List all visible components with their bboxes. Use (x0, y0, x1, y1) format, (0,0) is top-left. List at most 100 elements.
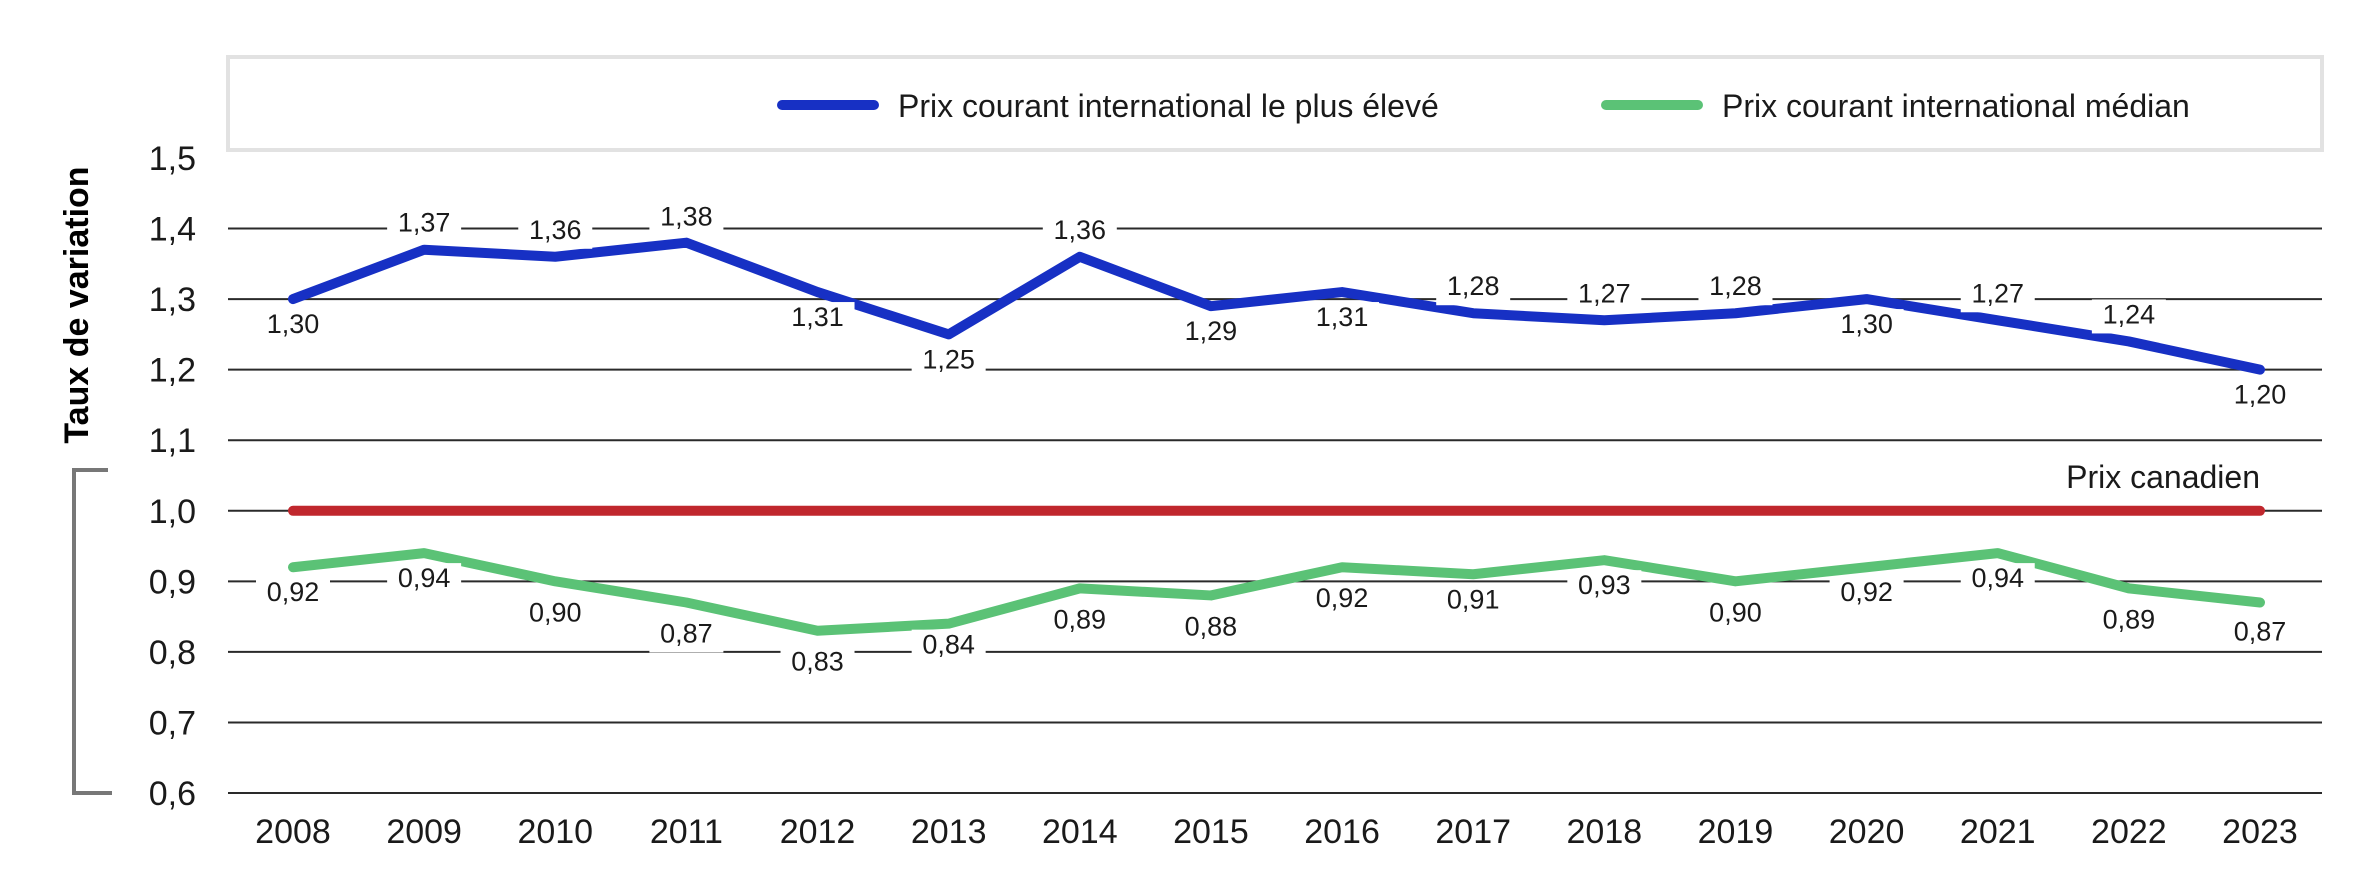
data-label: 1,38 (660, 202, 713, 232)
data-label-bg (2091, 299, 2166, 334)
data-label-bg (256, 577, 330, 612)
y-tick-label: 0,9 (149, 563, 196, 601)
data-label: 0,83 (791, 647, 844, 677)
data-label-bg (1173, 316, 1248, 351)
x-tick-label: 2012 (780, 813, 856, 851)
data-label-bg (1698, 597, 1773, 632)
y-axis: Taux de variation (58, 166, 112, 795)
x-tick-label: 2008 (255, 813, 331, 851)
reference-line: Prix canadien (288, 459, 2265, 516)
data-label-bg (2091, 604, 2166, 639)
data-label: 0,94 (398, 563, 451, 593)
y-tick-label: 1,5 (149, 140, 196, 178)
data-label: 1,30 (267, 309, 320, 339)
y-tick-label: 1,0 (149, 493, 196, 531)
data-label: 0,84 (922, 630, 975, 660)
legend-label-highest: Prix courant international le plus élevé (898, 88, 1439, 124)
data-label-bg (2223, 616, 2297, 651)
data-label: 1,29 (1185, 316, 1238, 346)
data-label-bg (1567, 278, 1642, 313)
data-label: 1,30 (1840, 309, 1893, 339)
x-tick-label: 2011 (650, 813, 723, 851)
data-label-bg (387, 563, 462, 598)
data-label-bg (1042, 604, 1117, 639)
data-label: 0,92 (267, 577, 320, 607)
x-tick-label: 2015 (1173, 813, 1249, 851)
x-tick-label: 2013 (911, 813, 987, 851)
y-tick-labels: 0,6 0,7 0,8 0,9 1,0 1,1 1,2 1,3 1,4 1,5 (149, 140, 196, 813)
x-tick-label: 2019 (1698, 813, 1774, 851)
data-label-bg (911, 344, 986, 379)
y-tick-label: 0,8 (149, 634, 196, 672)
data-label: 0,90 (1709, 597, 1762, 627)
data-label-bg (1436, 271, 1511, 306)
y-axis-label: Taux de variation (58, 166, 96, 443)
data-label-bg (1567, 570, 1642, 605)
data-label: 0,89 (2103, 604, 2156, 634)
data-label: 1,20 (2234, 380, 2287, 410)
data-label-bg (1436, 584, 1511, 619)
data-label-bg (1042, 214, 1117, 249)
data-label: 1,36 (1054, 215, 1107, 245)
data-label-bg (1829, 309, 1904, 344)
y-tick-label: 1,1 (149, 422, 196, 460)
x-tick-label: 2017 (1435, 813, 1511, 851)
y-tick-label: 1,4 (149, 211, 196, 249)
data-label: 0,87 (2234, 617, 2287, 647)
data-label-bg (1960, 563, 2035, 598)
data-labels: 1,30 1,37 1,36 1,38 1,31 1,25 1,36 1,29 1,31 1,28… (256, 201, 2297, 681)
data-label: 1,27 (1578, 278, 1631, 308)
x-tick-label: 2009 (386, 813, 462, 851)
data-label: 0,88 (1185, 611, 1238, 641)
data-label-bg (2223, 379, 2297, 414)
series-lines (288, 237, 2265, 636)
data-label: 0,90 (529, 597, 582, 627)
data-label: 1,37 (398, 208, 451, 238)
x-tick-label: 2020 (1829, 813, 1905, 851)
data-label: 0,92 (1840, 577, 1893, 607)
data-label: 0,93 (1578, 570, 1631, 600)
x-tick-label: 2021 (1960, 813, 2036, 851)
data-label-bg (1305, 583, 1380, 618)
x-tick-labels: 2008 2009 2010 2011 2012 2013 2014 2015 2016 2017… (255, 813, 2298, 851)
data-label: 1,28 (1709, 271, 1762, 301)
data-label-bg (387, 207, 462, 242)
data-label-bg (649, 618, 724, 653)
data-label-bg (1173, 611, 1248, 646)
x-tick-label: 2014 (1042, 813, 1118, 851)
data-label: 0,87 (660, 619, 713, 649)
data-label-bg (1698, 271, 1773, 306)
reference-line-label: Prix canadien (2066, 459, 2260, 495)
data-label-bg (911, 629, 986, 664)
legend-label-median: Prix courant international médian (1722, 88, 2190, 124)
legend: Prix courant international le plus élevé… (226, 55, 2324, 152)
data-label: 0,91 (1447, 584, 1500, 614)
data-label: 1,31 (1316, 302, 1369, 332)
y-tick-label: 0,6 (149, 775, 196, 813)
data-label: 0,94 (1971, 563, 2024, 593)
data-label-bg (256, 309, 330, 344)
x-tick-label: 2016 (1304, 813, 1380, 851)
data-label: 1,31 (791, 302, 844, 332)
data-label-bg (649, 201, 724, 236)
y-tick-label: 1,2 (149, 352, 196, 390)
series-line-highest (288, 237, 2265, 375)
data-label: 1,36 (529, 215, 582, 245)
legend-box (226, 55, 2324, 152)
data-label: 0,89 (1054, 604, 1107, 634)
data-label: 1,25 (922, 344, 975, 374)
data-label: 1,27 (1971, 278, 2024, 308)
data-label-bg (780, 302, 855, 337)
data-label-bg (518, 597, 593, 632)
x-tick-label: 2010 (517, 813, 593, 851)
y-tick-label: 0,7 (149, 704, 196, 742)
data-label-bg (1829, 577, 1904, 612)
y-tick-label: 1,3 (149, 281, 196, 319)
data-label-bg (1305, 302, 1380, 337)
data-label: 1,28 (1447, 271, 1500, 301)
data-label-bg (780, 646, 855, 681)
data-label: 1,24 (2103, 299, 2156, 329)
data-label-bg (518, 214, 593, 249)
